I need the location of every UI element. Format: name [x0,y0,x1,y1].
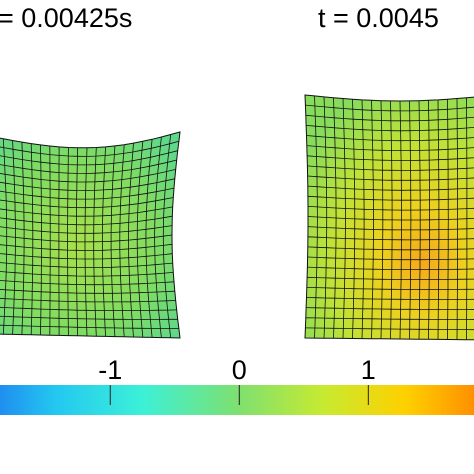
mesh-line [0,206,173,217]
mesh-line [0,271,174,277]
mesh-line [0,306,177,312]
mesh-line [0,225,173,234]
mesh-line [307,226,474,231]
mesh-line [307,266,474,271]
meshes [0,94,474,341]
mesh-line [0,169,176,183]
mesh-line [306,307,474,310]
colorbar-tick-label: -1 [98,355,122,385]
mesh-line [307,175,474,181]
mesh-line [0,140,180,157]
mesh-line [307,185,474,191]
mesh-line [0,197,174,209]
mesh-line [0,262,173,269]
mesh-line [0,159,177,174]
mesh-line [0,150,178,166]
mesh-line [307,165,474,171]
colorbar-axis: -1 0 1 [98,355,376,405]
mesh-line [307,236,474,241]
mesh-line [307,246,474,251]
mesh-line [0,280,175,286]
mesh-line [307,256,474,261]
colorbar-tick-label: 1 [361,355,376,385]
mesh-line [0,178,175,192]
mesh-line [306,125,474,132]
mesh-line [306,287,474,290]
mesh-fill [0,131,181,339]
mesh-line [0,234,173,243]
mesh-line [307,195,474,201]
mesh [0,131,181,339]
mesh-line [0,324,179,330]
mesh-line [0,289,175,294]
panel-label: = 0.00425s [0,3,132,33]
mesh-line [0,215,173,226]
mesh-line [0,187,175,200]
mesh-line [307,206,474,211]
mesh [304,94,474,341]
mesh-line [0,243,173,251]
mesh-line [307,276,474,281]
mesh-line [307,155,474,161]
mesh-line [0,253,173,260]
mesh-line [306,145,474,152]
mesh-line [305,114,474,122]
mesh-line [306,135,474,142]
mesh-line [0,315,178,320]
mesh-line [305,104,474,112]
mesh-line [305,317,474,320]
mesh-line [0,298,176,303]
mesh-line [305,327,474,331]
colorbar-tick-label: 0 [232,355,247,385]
mesh-line [306,297,474,300]
panel-label: t = 0.0045 [318,3,439,33]
colorbar [0,385,474,415]
mesh-line [307,216,474,221]
